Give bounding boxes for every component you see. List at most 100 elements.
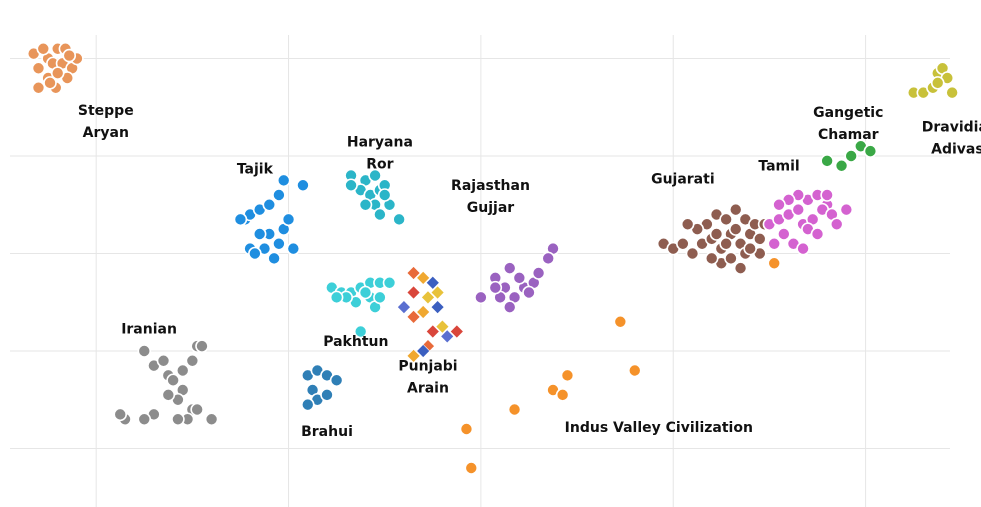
series-iranian xyxy=(113,339,219,427)
data-point xyxy=(373,290,387,305)
data-point xyxy=(440,329,455,344)
series-tamil xyxy=(762,188,854,256)
data-point xyxy=(252,227,267,241)
data-point xyxy=(397,300,411,315)
data-point xyxy=(272,188,286,202)
data-point xyxy=(358,197,373,212)
cluster-labels: Steppe Aryan Tajik Haryana Ror Rajasthan Gujja… xyxy=(78,103,981,440)
cluster-label-line: Arain xyxy=(407,381,449,397)
cluster-label-line: Ror xyxy=(366,156,393,172)
data-point xyxy=(752,232,767,246)
data-point xyxy=(272,236,286,251)
cluster-label-steppe: Steppe Aryan xyxy=(78,103,134,141)
data-point xyxy=(320,388,334,402)
cluster-label-line: Tajik xyxy=(237,162,274,178)
cluster-label-gujarati: Gujarati xyxy=(651,171,715,187)
data-point xyxy=(743,241,757,256)
data-point xyxy=(680,217,695,232)
cluster-label-haryana: Haryana Ror xyxy=(347,134,413,172)
data-point xyxy=(377,188,392,202)
data-point xyxy=(31,80,46,95)
data-point xyxy=(166,373,180,388)
data-point xyxy=(171,412,185,427)
gridlines xyxy=(10,35,950,507)
data-point xyxy=(31,61,46,76)
data-point xyxy=(613,314,628,329)
data-point xyxy=(733,261,748,275)
data-point xyxy=(195,339,209,353)
data-point xyxy=(43,76,57,90)
cluster-label-line: Indus Valley Civilization xyxy=(565,420,753,436)
data-point xyxy=(329,373,344,388)
cluster-label-pakhtun: Pakhtun xyxy=(323,334,388,350)
data-point xyxy=(560,368,575,383)
data-point xyxy=(425,324,440,339)
cluster-label-tamil: Tamil xyxy=(758,159,799,175)
data-point xyxy=(685,246,700,261)
cluster-label-line: Tamil xyxy=(758,159,799,175)
cluster-label-line: Chamar xyxy=(818,127,879,143)
cluster-label-rajasthan: Rajasthan Gujjar xyxy=(451,178,530,216)
series-pakhtun xyxy=(325,275,397,339)
data-point xyxy=(392,212,406,227)
data-point xyxy=(704,251,719,266)
data-point xyxy=(281,212,296,227)
series-steppe-aryan xyxy=(26,41,84,95)
data-point xyxy=(137,344,152,358)
data-point xyxy=(719,236,733,251)
data-point xyxy=(416,270,431,285)
cluster-label-line: Aryan xyxy=(83,125,129,141)
data-point xyxy=(676,236,690,251)
data-point xyxy=(190,402,204,417)
data-point xyxy=(421,290,435,305)
data-point xyxy=(512,271,527,285)
data-point xyxy=(296,178,310,193)
data-point xyxy=(555,388,570,402)
data-point xyxy=(373,207,387,222)
data-point xyxy=(430,285,445,300)
data-point xyxy=(416,305,431,319)
data-point xyxy=(728,202,743,217)
data-point xyxy=(113,407,128,422)
data-point xyxy=(156,353,171,368)
series-gujarati xyxy=(656,202,772,275)
data-point xyxy=(488,280,503,295)
data-point xyxy=(541,251,556,266)
series-tajik xyxy=(233,173,310,266)
data-point xyxy=(839,202,854,217)
data-point xyxy=(353,324,368,339)
data-point xyxy=(435,319,450,334)
data-point xyxy=(300,397,315,412)
data-point xyxy=(502,300,517,314)
cluster-label-line: Gujjar xyxy=(467,200,515,216)
cluster-label-gangetic: Gangetic Chamar xyxy=(813,105,883,143)
data-point xyxy=(531,266,546,280)
data-point xyxy=(204,412,219,427)
cluster-label-line: Gangetic xyxy=(813,105,883,121)
data-point xyxy=(502,261,517,275)
data-points xyxy=(26,41,959,475)
data-point xyxy=(248,246,262,261)
data-point xyxy=(233,212,248,227)
data-point xyxy=(791,202,806,217)
cluster-label-line: Rajasthan xyxy=(451,178,530,194)
data-point xyxy=(834,158,849,173)
data-point xyxy=(358,285,373,300)
data-point xyxy=(329,290,344,305)
data-point xyxy=(185,353,200,368)
cluster-label-ivc: Indus Valley Civilization xyxy=(565,420,753,436)
cluster-label-line: Punjabi xyxy=(398,359,457,375)
data-point xyxy=(267,251,281,266)
data-point xyxy=(406,266,421,280)
data-point xyxy=(719,212,733,227)
data-point xyxy=(406,285,421,300)
data-point xyxy=(464,461,479,475)
data-point xyxy=(474,290,488,305)
data-point xyxy=(810,227,825,241)
series-haryana-ror xyxy=(344,168,406,227)
data-point xyxy=(767,236,782,251)
cluster-label-line: Dravidian xyxy=(922,120,981,136)
data-point xyxy=(728,222,743,236)
cluster-label-line: Haryana xyxy=(347,134,413,150)
